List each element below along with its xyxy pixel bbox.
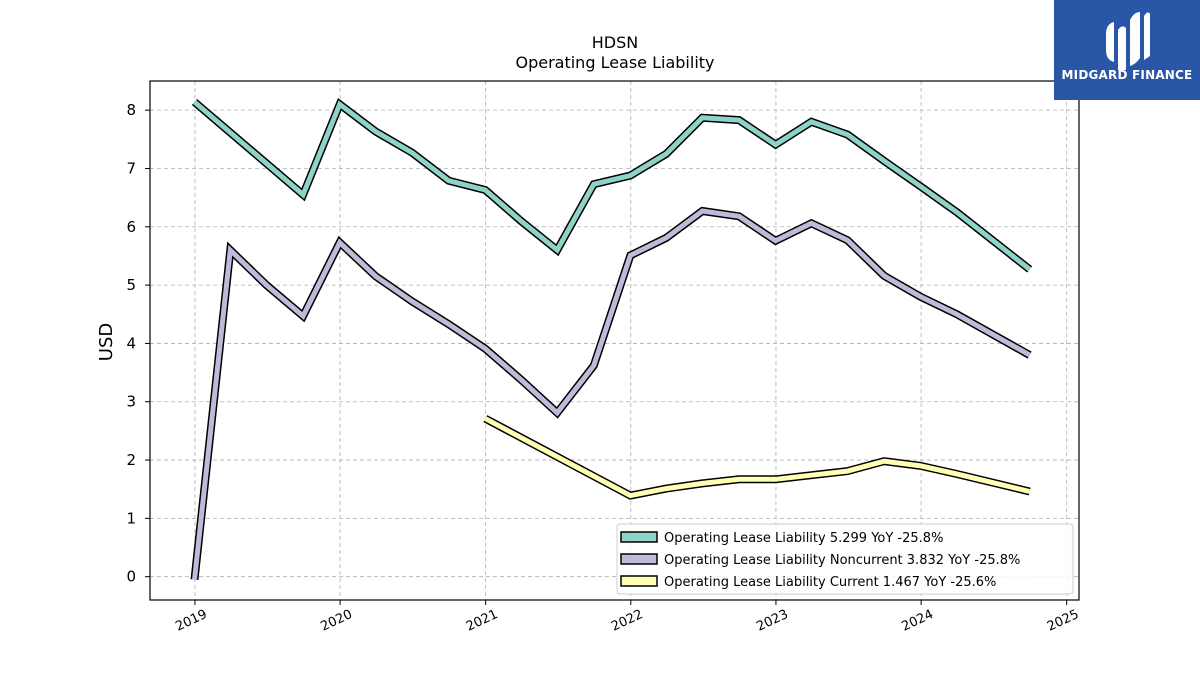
series-line-outline-1 [191, 97, 1033, 273]
y-tick-label: 5 [126, 276, 136, 294]
y-tick-label: 3 [126, 393, 136, 411]
legend-label-1: Operating Lease Liability 5.299 YoY -25.… [664, 531, 943, 546]
x-tick-label: 2023 [754, 607, 790, 635]
brand-name: MIDGARD FINANCE [1061, 68, 1193, 82]
legend-swatch-1 [620, 531, 658, 543]
series-line-1 [192, 100, 1032, 272]
chart-title: HDSN [592, 33, 638, 52]
legend: Operating Lease Liability 5.299 YoY -25.… [616, 523, 1074, 595]
x-tick-label: 2020 [318, 607, 354, 635]
brand-logo-icon [1106, 12, 1150, 70]
y-axis-label: USD [96, 323, 117, 361]
brand-logo: MIDGARD FINANCE [1054, 0, 1200, 100]
plot-frame [149, 80, 1080, 601]
y-tick-label: 4 [126, 334, 136, 352]
y-tick-label: 7 [126, 159, 136, 177]
series-line-outline-3 [483, 415, 1031, 500]
y-tick-label: 8 [126, 101, 136, 119]
x-tick-label: 2025 [1045, 607, 1081, 635]
x-tick-label: 2024 [899, 607, 935, 635]
series-line-3 [484, 416, 1031, 499]
legend-swatch-3 [620, 575, 658, 587]
chart-subtitle: Operating Lease Liability [515, 53, 714, 72]
x-tick-label: 2022 [609, 607, 645, 635]
x-tick-label: 2019 [173, 607, 209, 635]
legend-label-3: Operating Lease Liability Current 1.467 … [664, 575, 996, 590]
legend-swatch-2 [620, 553, 658, 565]
legend-label-2: Operating Lease Liability Noncurrent 3.8… [664, 553, 1020, 568]
y-tick-label: 6 [126, 218, 136, 236]
legend-box [616, 523, 1074, 595]
y-tick-label: 0 [126, 568, 136, 586]
y-tick-label: 1 [126, 509, 136, 527]
y-tick-label: 2 [126, 451, 136, 469]
x-tick-label: 2021 [464, 607, 500, 635]
series-line-2 [192, 208, 1031, 580]
